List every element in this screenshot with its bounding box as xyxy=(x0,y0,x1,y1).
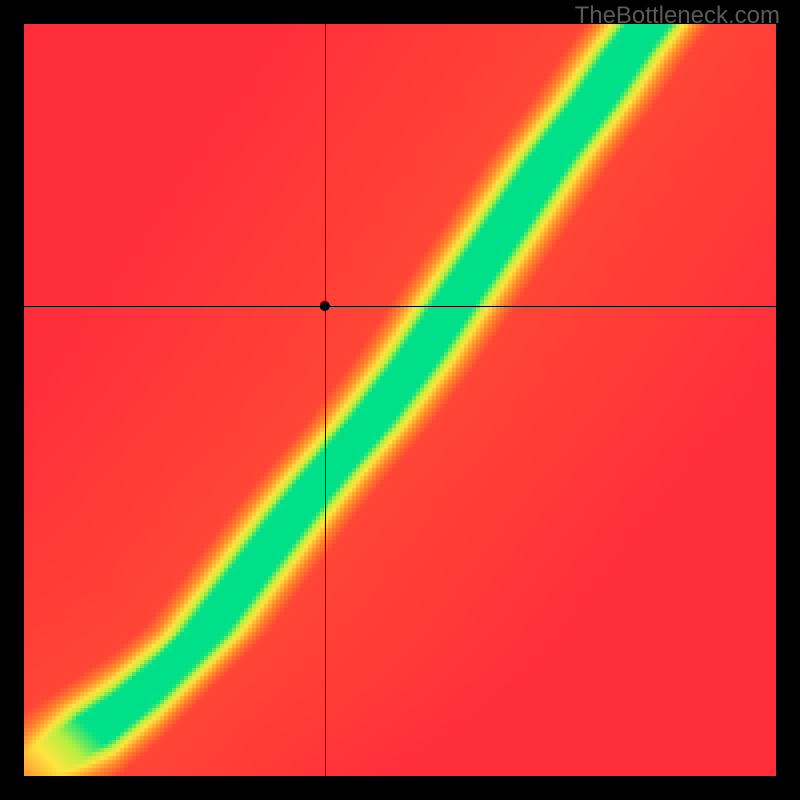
heatmap-canvas xyxy=(0,0,800,800)
chart-container: TheBottleneck.com xyxy=(0,0,800,800)
watermark-text: TheBottleneck.com xyxy=(575,2,780,30)
